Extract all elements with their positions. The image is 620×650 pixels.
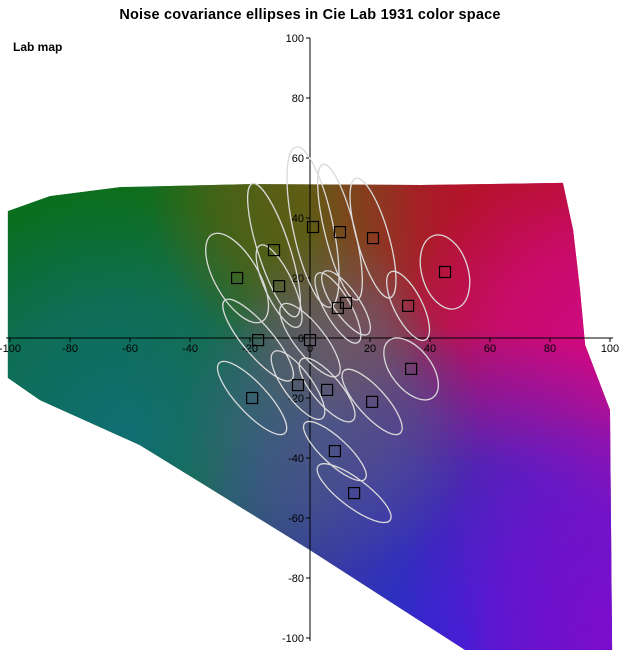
covariance-ellipse	[286, 146, 340, 308]
data-point-marker	[328, 445, 341, 458]
y-tick-label: 100	[286, 33, 304, 45]
data-point-marker	[246, 391, 259, 405]
covariance-ellipse	[279, 302, 341, 378]
data-point-marker	[366, 232, 380, 245]
y-tick-label: -80	[288, 573, 304, 585]
data-point-marker	[231, 271, 244, 285]
data-point-marker	[405, 362, 418, 375]
x-tick-label: 0	[307, 343, 313, 355]
y-tick-label: 60	[292, 153, 304, 165]
data-point-marker	[252, 334, 265, 347]
data-point-marker	[348, 487, 361, 500]
x-tick-label: 80	[544, 343, 556, 355]
chart-title: Noise covariance ellipses in Cie Lab 193…	[119, 7, 501, 23]
data-point-markers	[231, 220, 452, 500]
y-tick-label: 80	[292, 93, 304, 105]
y-tick-label: 0	[298, 333, 304, 345]
data-point-marker	[291, 379, 305, 392]
y-tick-label: -100	[282, 633, 304, 645]
data-point-marker	[306, 220, 320, 234]
covariance-ellipse	[222, 298, 295, 382]
x-tick-label: 40	[424, 343, 436, 355]
data-point-marker	[438, 265, 452, 279]
data-point-marker	[333, 226, 347, 239]
covariance-ellipse	[298, 357, 356, 423]
y-tick-label: -60	[288, 513, 304, 525]
covariance-ellipse	[341, 368, 403, 436]
y-tick-label: 40	[292, 213, 304, 225]
x-tick-label: 20	[364, 343, 376, 355]
x-tick-label: -80	[62, 343, 78, 355]
data-point-marker	[402, 299, 415, 312]
covariance-ellipse	[386, 270, 431, 342]
covariance-ellipse	[419, 234, 471, 310]
x-tick-label: -40	[182, 343, 198, 355]
covariance-ellipse	[246, 182, 302, 318]
data-point-marker	[267, 244, 281, 257]
covariance-ellipse	[314, 272, 362, 344]
covariance-ellipse	[316, 463, 392, 524]
y-tick-label: -20	[288, 393, 304, 405]
x-tick-label: 100	[601, 343, 619, 355]
covariance-ellipse	[321, 270, 371, 336]
y-tick-label: -40	[288, 453, 304, 465]
x-tick-label: -100	[0, 343, 21, 355]
covariance-ellipse	[216, 360, 288, 436]
axes: -100 -80 -60 -40 -20 0 20 40 60 80 100 -100 -80 -60 -4…	[0, 33, 619, 645]
data-point-marker	[321, 383, 334, 396]
data-point-marker	[303, 334, 317, 347]
covariance-ellipses	[205, 146, 471, 524]
covariance-ellipse	[302, 420, 367, 482]
data-point-marker	[366, 395, 379, 408]
covariance-ellipse	[255, 244, 303, 328]
x-tick-label: -60	[122, 343, 138, 355]
data-point-marker	[339, 296, 353, 309]
x-tick-label: 60	[484, 343, 496, 355]
covariance-ellipse	[270, 350, 326, 421]
lab-map-label: Lab map	[13, 40, 63, 54]
data-point-marker	[273, 280, 286, 293]
covariance-ellipse	[383, 337, 439, 401]
